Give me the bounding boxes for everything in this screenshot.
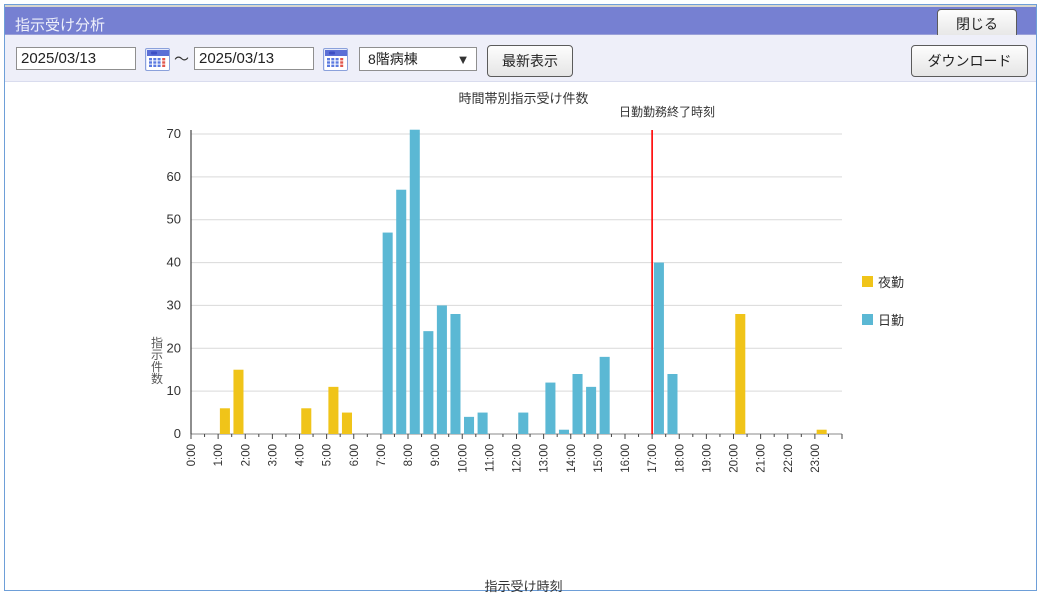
svg-text:1:00: 1:00 [213, 444, 225, 466]
svg-text:5:00: 5:00 [322, 444, 334, 466]
svg-text:21:00: 21:00 [756, 444, 768, 473]
svg-text:12:00: 12:00 [512, 444, 524, 473]
svg-text:8:00: 8:00 [403, 444, 415, 466]
svg-text:7:00: 7:00 [376, 444, 388, 466]
svg-text:20:00: 20:00 [729, 444, 741, 473]
svg-text:15:00: 15:00 [593, 444, 605, 473]
svg-text:23:00: 23:00 [810, 444, 822, 473]
svg-text:18:00: 18:00 [674, 444, 686, 473]
svg-text:30: 30 [167, 297, 181, 312]
svg-text:3:00: 3:00 [267, 444, 279, 466]
svg-text:0: 0 [174, 426, 181, 441]
svg-text:0:00: 0:00 [186, 444, 198, 466]
svg-text:9:00: 9:00 [430, 444, 442, 466]
svg-text:16:00: 16:00 [620, 444, 632, 473]
svg-text:22:00: 22:00 [783, 444, 795, 473]
svg-text:11:00: 11:00 [484, 444, 496, 472]
svg-text:10:00: 10:00 [457, 444, 469, 473]
svg-text:19:00: 19:00 [701, 444, 713, 473]
svg-text:17:00: 17:00 [647, 444, 659, 473]
svg-text:4:00: 4:00 [295, 444, 307, 466]
svg-text:10: 10 [167, 383, 181, 398]
svg-text:13:00: 13:00 [539, 444, 551, 473]
svg-text:20: 20 [167, 340, 181, 355]
svg-text:14:00: 14:00 [566, 444, 578, 473]
svg-text:40: 40 [167, 255, 181, 270]
svg-text:60: 60 [167, 169, 181, 184]
svg-text:50: 50 [167, 212, 181, 227]
svg-text:70: 70 [167, 126, 181, 141]
svg-text:6:00: 6:00 [349, 444, 361, 466]
svg-text:2:00: 2:00 [240, 444, 252, 466]
